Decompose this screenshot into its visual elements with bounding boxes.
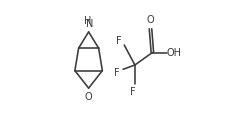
Text: OH: OH (166, 48, 181, 58)
Text: O: O (85, 92, 93, 102)
Text: H: H (84, 16, 91, 26)
Text: O: O (147, 15, 154, 25)
Text: F: F (114, 68, 120, 78)
Text: F: F (116, 36, 122, 46)
Text: N: N (86, 19, 93, 29)
Text: F: F (130, 87, 135, 97)
